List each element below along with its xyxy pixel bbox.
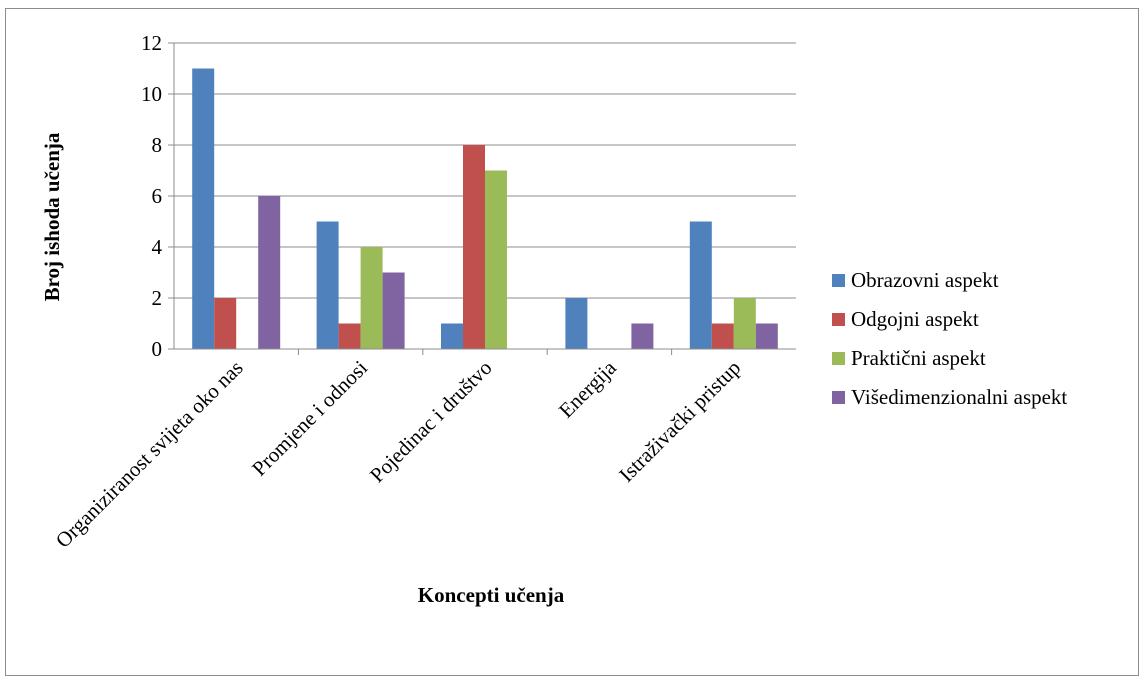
legend-label-prakticni-aspekt: Praktični aspekt	[851, 346, 986, 370]
y-tick-label-10: 10	[141, 82, 162, 106]
x-tick-label-pojedinac-i-drustvo: Pojedinac i društvo	[365, 356, 497, 488]
bar-prakticni-aspekt-istrazivacki-pristup	[733, 298, 756, 349]
legend-swatch-odgojni-aspekt	[832, 313, 845, 326]
y-axis-title: Broj ishoda učenja	[40, 132, 64, 301]
chart-frame: 0 2 4 6 8 10 12 Organiziranost svijeta oko nas…	[5, 8, 1139, 676]
legend-label-visedimenzionalni-aspekt: Višedimenzionalni aspekt	[851, 385, 1067, 409]
bar-obrazovni-aspekt-istrazivacki-pristup	[689, 221, 712, 349]
bar-obrazovni-aspekt-pojedinac-i-drustvo	[441, 323, 463, 349]
bar-visedimenzionalni-aspekt-istrazivacki-pristup	[755, 323, 778, 349]
y-tick-label-12: 12	[141, 31, 162, 55]
bar-prakticni-aspekt-promjene-i-odnosi	[360, 247, 383, 349]
bar-odgojni-aspekt-organiziranost-svijeta-oko-nas	[214, 298, 237, 349]
y-tick-label-4: 4	[152, 235, 163, 259]
y-tick-labels: 0 2 4 6 8 10 12	[141, 31, 163, 361]
legend-label-odgojni-aspekt: Odgojni aspekt	[851, 307, 979, 331]
legend-swatch-visedimenzionalni-aspekt	[832, 391, 845, 404]
y-tick-label-8: 8	[152, 133, 163, 157]
bar-obrazovni-aspekt-promjene-i-odnosi	[316, 221, 339, 349]
y-tick-label-6: 6	[152, 184, 163, 208]
bar-odgojni-aspekt-istrazivacki-pristup	[711, 323, 734, 349]
bar-visedimenzionalni-aspekt-promjene-i-odnosi	[382, 272, 405, 349]
legend: Obrazovni aspekt Odgojni aspekt Praktični …	[832, 268, 1067, 409]
legend-label-obrazovni-aspekt: Obrazovni aspekt	[851, 268, 999, 292]
axes	[173, 43, 796, 355]
bar-obrazovni-aspekt-organiziranost-svijeta-oko-nas	[192, 68, 215, 349]
bar-odgojni-aspekt-promjene-i-odnosi	[338, 323, 361, 349]
x-axis-title: Koncepti učenja	[418, 583, 565, 607]
y-tick-label-2: 2	[152, 286, 163, 310]
x-tick-label-istrazivacki-pristup: Istraživački pristup	[614, 356, 745, 487]
x-tick-labels: Organiziranost svijeta oko nas Promjene i…	[51, 355, 746, 552]
bar-visedimenzionalni-aspekt-energija	[631, 323, 654, 349]
x-tick-label-promjene-i-odnosi: Promjene i odnosi	[247, 355, 372, 480]
legend-swatch-prakticni-aspekt	[832, 352, 845, 365]
bar-visedimenzionalni-aspekt-organiziranost-svijeta-oko-nas	[258, 196, 281, 349]
bar-odgojni-aspekt-pojedinac-i-drustvo	[463, 145, 485, 349]
x-tick-label-energija: Energija	[554, 355, 621, 422]
bar-prakticni-aspekt-pojedinac-i-drustvo	[485, 170, 507, 349]
bars	[192, 68, 778, 349]
x-tick-label-organiziranost-svijeta-oko-nas: Organiziranost svijeta oko nas	[51, 356, 248, 553]
y-tick-label-0: 0	[152, 337, 163, 361]
legend-swatch-obrazovni-aspekt	[832, 274, 845, 287]
bar-chart: 0 2 4 6 8 10 12 Organiziranost svijeta oko nas…	[40, 31, 1067, 607]
bar-obrazovni-aspekt-energija	[565, 298, 588, 349]
